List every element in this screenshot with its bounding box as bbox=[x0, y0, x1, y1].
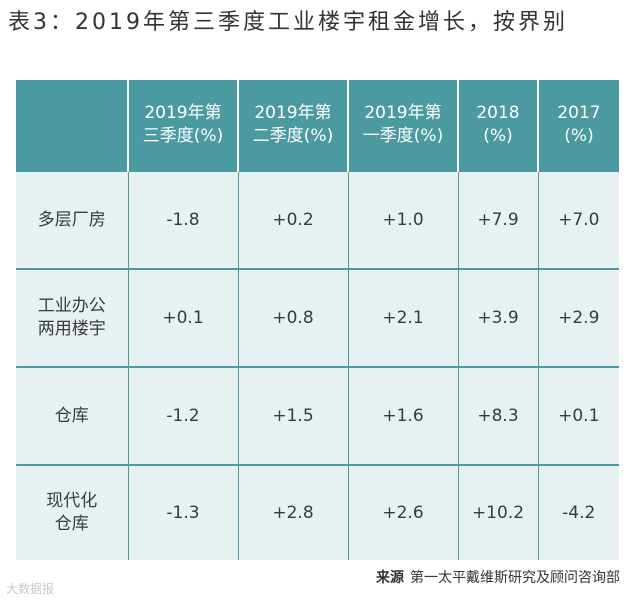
row-label: 现代化 仓库 bbox=[16, 464, 129, 560]
table-cell: +0.8 bbox=[238, 268, 349, 367]
table-row: 多层厂房 -1.8 +0.2 +1.0 +7.9 +7.0 bbox=[16, 170, 619, 269]
watermark: 大数据报 bbox=[6, 580, 54, 597]
table-cell: -1.2 bbox=[128, 366, 239, 465]
source-note: 来源 第一太平戴维斯研究及顾问咨询部 bbox=[376, 567, 620, 587]
table-row: 现代化 仓库 -1.3 +2.8 +2.6 +10.2 -4.2 bbox=[16, 464, 619, 560]
table-cell: +8.3 bbox=[458, 366, 539, 465]
table-cell: +1.0 bbox=[348, 170, 459, 269]
header-cell-2019q2: 2019年第 二季度(%) bbox=[238, 80, 349, 171]
table-cell: +0.1 bbox=[538, 366, 619, 465]
table-cell: -4.2 bbox=[538, 464, 619, 560]
table-header-row: 2019年第 三季度(%) 2019年第 二季度(%) 2019年第 一季度(%) 2… bbox=[16, 80, 619, 171]
table-cell: +1.5 bbox=[238, 366, 349, 465]
header-cell-2017: 2017 (%) bbox=[538, 80, 619, 171]
rent-growth-table: 2019年第 三季度(%) 2019年第 二季度(%) 2019年第 一季度(%) 2… bbox=[16, 80, 619, 560]
source-text: 第一太平戴维斯研究及顾问咨询部 bbox=[410, 570, 620, 586]
row-label: 多层厂房 bbox=[16, 170, 129, 269]
table-cell: -1.3 bbox=[128, 464, 239, 560]
table-cell: +7.9 bbox=[458, 170, 539, 269]
source-label: 来源 bbox=[376, 570, 404, 586]
table-cell: +7.0 bbox=[538, 170, 619, 269]
table-cell: +2.9 bbox=[538, 268, 619, 367]
header-cell-2019q1: 2019年第 一季度(%) bbox=[348, 80, 459, 171]
table-row: 仓库 -1.2 +1.5 +1.6 +8.3 +0.1 bbox=[16, 366, 619, 465]
table-cell: +2.8 bbox=[238, 464, 349, 560]
table-cell: +2.6 bbox=[348, 464, 459, 560]
table-row: 工业办公 两用楼宇 +0.1 +0.8 +2.1 +3.9 +2.9 bbox=[16, 268, 619, 367]
table-cell: +2.1 bbox=[348, 268, 459, 367]
row-label: 工业办公 两用楼宇 bbox=[16, 268, 129, 367]
page-title: 表3：2019年第三季度工业楼宇租金增长，按界别 bbox=[8, 10, 568, 35]
table-cell: +3.9 bbox=[458, 268, 539, 367]
row-label: 仓库 bbox=[16, 366, 129, 465]
header-cell-2019q3: 2019年第 三季度(%) bbox=[128, 80, 239, 171]
table-cell: +1.6 bbox=[348, 366, 459, 465]
table-cell: -1.8 bbox=[128, 170, 239, 269]
table-cell: +0.2 bbox=[238, 170, 349, 269]
header-cell-2018: 2018 (%) bbox=[458, 80, 539, 171]
table-cell: +0.1 bbox=[128, 268, 239, 367]
header-cell-empty bbox=[16, 80, 129, 171]
watermark-text: 大数据报 bbox=[6, 582, 55, 596]
table-cell: +10.2 bbox=[458, 464, 539, 560]
